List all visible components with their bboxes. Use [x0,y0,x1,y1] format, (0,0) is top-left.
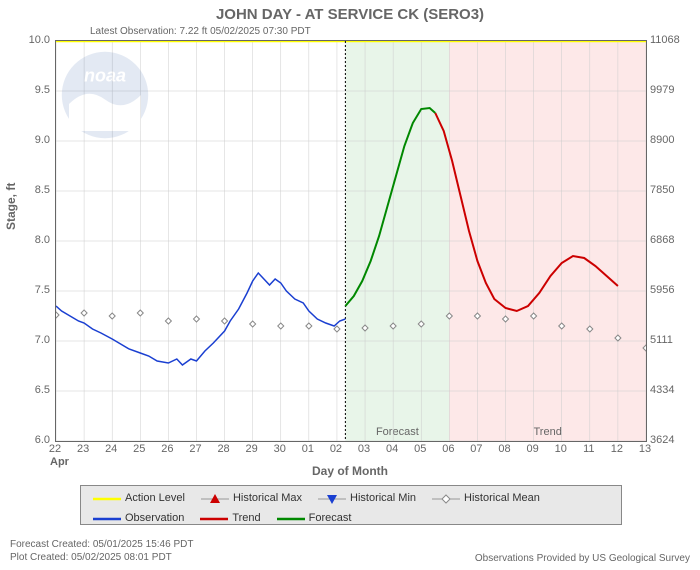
month-label: Apr [50,456,69,468]
svg-text:noaa: noaa [84,66,126,86]
legend-label: Forecast [309,512,352,524]
xtick: 28 [212,443,236,455]
y-axis-left-label: Stage, ft [4,183,18,230]
legend-label: Historical Mean [464,492,540,504]
ytick-right: 11068 [650,34,690,46]
legend-label: Historical Min [350,492,416,504]
ytick-left: 8.5 [20,184,50,196]
xtick: 02 [324,443,348,455]
legend: Action Level Historical Max Historical Min… [80,485,622,525]
xtick: 03 [352,443,376,455]
legend-item: Historical Mean [432,492,540,504]
xtick: 06 [436,443,460,455]
ytick-right: 9979 [650,84,690,96]
xtick: 10 [549,443,573,455]
ytick-left: 7.5 [20,284,50,296]
svg-text:Forecast: Forecast [376,426,419,438]
xtick: 07 [464,443,488,455]
ytick-right: 8900 [650,134,690,146]
xtick: 23 [71,443,95,455]
ytick-left: 9.0 [20,134,50,146]
svg-text:Trend: Trend [534,426,562,438]
legend-label: Historical Max [233,492,302,504]
xtick: 29 [240,443,264,455]
ytick-left: 6.5 [20,384,50,396]
xtick: 27 [183,443,207,455]
xtick: 09 [521,443,545,455]
ytick-right: 5111 [650,334,690,346]
ytick-right: 4334 [650,384,690,396]
legend-item: Action Level [93,492,185,504]
xtick: 04 [380,443,404,455]
legend-item: Historical Min [318,492,416,504]
xtick: 13 [633,443,657,455]
x-axis-label: Day of Month [0,464,700,478]
ytick-left: 9.5 [20,84,50,96]
ytick-right: 7850 [650,184,690,196]
xtick: 24 [99,443,123,455]
ytick-left: 10.0 [20,34,50,46]
xtick: 30 [268,443,292,455]
legend-item: Trend [200,512,260,524]
footer-left: Forecast Created: 05/01/2025 15:46 PDT P… [10,538,193,564]
xtick: 12 [605,443,629,455]
xtick: 08 [493,443,517,455]
forecast-created: Forecast Created: 05/01/2025 15:46 PDT [10,538,193,551]
footer-attribution: Observations Provided by US Geological S… [475,553,690,564]
plot-created: Plot Created: 05/02/2025 08:01 PDT [10,551,193,564]
ytick-right: 5956 [650,284,690,296]
xtick: 01 [296,443,320,455]
xtick: 11 [577,443,601,455]
legend-item: Historical Max [201,492,302,504]
legend-item: Forecast [277,512,352,524]
legend-label: Action Level [125,492,185,504]
legend-label: Trend [232,512,260,524]
xtick: 05 [408,443,432,455]
legend-item: Observation [93,512,184,524]
legend-label: Observation [125,512,184,524]
latest-observation: Latest Observation: 7.22 ft 05/02/2025 0… [90,26,311,37]
ytick-left: 7.0 [20,334,50,346]
xtick: 25 [127,443,151,455]
xtick: 26 [155,443,179,455]
ytick-right: 6868 [650,234,690,246]
chart-title: JOHN DAY - AT SERVICE CK (SERO3) [0,0,700,23]
ytick-left: 8.0 [20,234,50,246]
xtick: 22 [43,443,67,455]
noaa-logo: noaa [60,50,150,140]
